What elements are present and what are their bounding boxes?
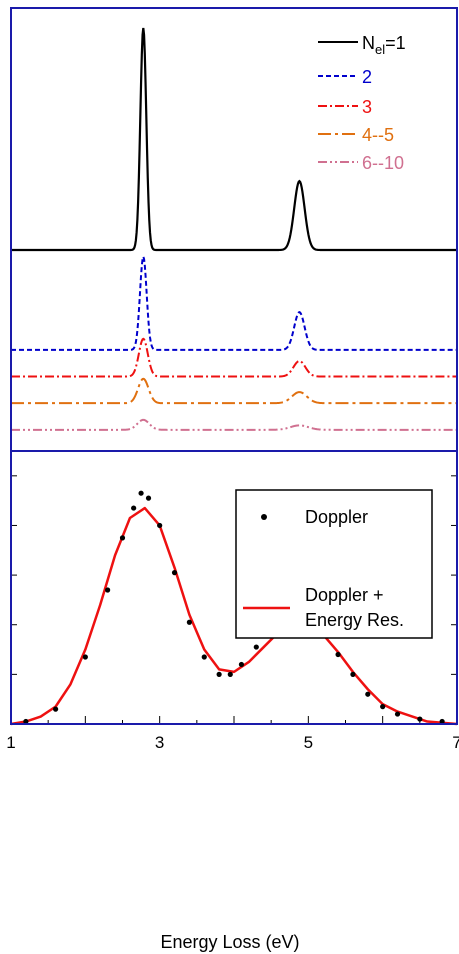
legend-label-fit-line2: Energy Res. bbox=[305, 610, 404, 630]
top-legend: Nel=1 2 3 4--5 6--10 bbox=[318, 33, 406, 173]
data-point bbox=[171, 570, 178, 576]
data-point bbox=[105, 587, 111, 593]
x-tick-label: 3 bbox=[155, 733, 164, 752]
top-series-line-3 bbox=[11, 337, 457, 378]
data-point bbox=[365, 691, 371, 697]
data-point bbox=[238, 661, 245, 668]
x-tick-label: 5 bbox=[304, 733, 313, 752]
data-point bbox=[394, 711, 401, 717]
data-point bbox=[335, 651, 341, 658]
top-panel-frame bbox=[10, 7, 458, 452]
legend-label-5: 6--10 bbox=[362, 153, 404, 173]
top-panel: Nel=1 2 3 4--5 6--10 bbox=[11, 27, 457, 431]
data-point bbox=[380, 704, 386, 710]
legend-label-fit: Doppler + bbox=[305, 585, 384, 605]
bottom-legend: Doppler Doppler + Energy Res. bbox=[235, 489, 433, 639]
top-series-line-5 bbox=[11, 418, 457, 431]
legend-swatch-doppler bbox=[261, 514, 267, 520]
x-tick-label: 1 bbox=[6, 733, 15, 752]
bottom-panel: Doppler Doppler + Energy Res. 1 3 5 7 Energy … bbox=[6, 475, 459, 952]
x-axis-title: Energy Loss (eV) bbox=[160, 932, 299, 952]
top-series-line-2 bbox=[11, 253, 457, 351]
data-point bbox=[439, 718, 445, 725]
data-point bbox=[417, 716, 423, 722]
data-point bbox=[138, 490, 144, 496]
x-tick-label: 7 bbox=[452, 733, 459, 752]
top-series-line-1 bbox=[11, 27, 457, 252]
data-point bbox=[131, 505, 137, 511]
legend-label-1: Nel=1 bbox=[362, 33, 406, 57]
legend-label-3: 3 bbox=[362, 97, 372, 117]
data-point bbox=[216, 671, 222, 677]
data-point bbox=[82, 654, 88, 660]
legend-label-4: 4--5 bbox=[362, 125, 394, 145]
data-point bbox=[253, 644, 259, 650]
bottom-panel-frame bbox=[10, 450, 458, 725]
data-point bbox=[227, 671, 233, 677]
top-series-line-4 bbox=[11, 377, 457, 405]
legend-label-2: 2 bbox=[362, 67, 372, 87]
data-point bbox=[119, 535, 126, 541]
data-point bbox=[201, 654, 207, 660]
data-point bbox=[186, 619, 192, 625]
data-point bbox=[53, 706, 59, 712]
data-point bbox=[23, 718, 29, 725]
data-point bbox=[157, 522, 163, 529]
data-point bbox=[350, 671, 356, 677]
legend-label-doppler: Doppler bbox=[305, 507, 368, 527]
legend-box bbox=[235, 489, 433, 639]
data-point bbox=[145, 495, 152, 501]
